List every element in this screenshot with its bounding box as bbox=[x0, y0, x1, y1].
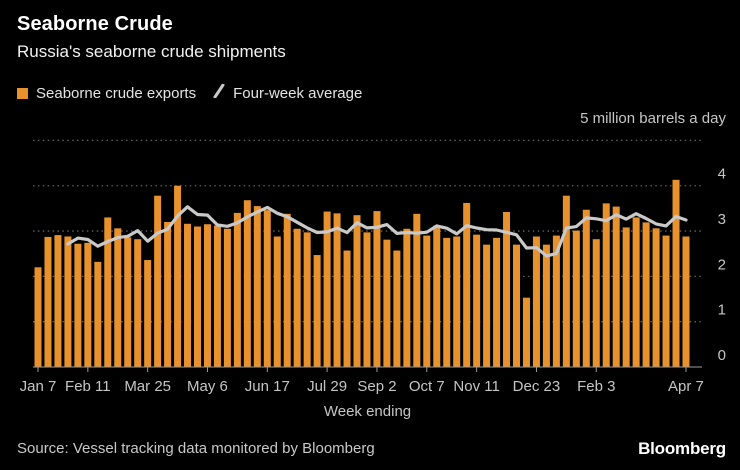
bar bbox=[582, 209, 590, 367]
bar bbox=[433, 225, 441, 367]
four-week-average-line bbox=[66, 205, 688, 258]
bar bbox=[413, 213, 421, 367]
bar bbox=[503, 212, 511, 367]
x-tick-label: Dec 23 bbox=[513, 378, 561, 395]
bar bbox=[164, 221, 172, 367]
y-tick-label: 3 bbox=[718, 211, 726, 228]
x-tick-label: Feb 11 bbox=[65, 378, 111, 395]
bar bbox=[104, 217, 112, 367]
bar bbox=[453, 236, 461, 367]
legend: Seaborne crude exports Four-week average bbox=[17, 83, 363, 102]
bar bbox=[263, 210, 271, 367]
bar bbox=[513, 244, 521, 367]
x-tick-label: Jun 17 bbox=[245, 378, 290, 395]
bar bbox=[243, 200, 251, 367]
bar bbox=[253, 206, 261, 367]
bar bbox=[393, 250, 401, 367]
x-tick-label: Nov 11 bbox=[453, 378, 499, 395]
bar bbox=[124, 237, 132, 367]
bar bbox=[463, 202, 471, 367]
bar bbox=[213, 225, 221, 367]
bar bbox=[313, 255, 321, 367]
bar bbox=[562, 195, 570, 367]
bar bbox=[34, 267, 42, 367]
bar bbox=[383, 239, 391, 367]
bar bbox=[473, 234, 481, 367]
x-tick-label: Jan 7 bbox=[20, 378, 57, 395]
x-tick-label: May 6 bbox=[187, 378, 228, 395]
chart-subtitle: Russia's seaborne crude shipments bbox=[17, 42, 286, 61]
bar bbox=[144, 260, 152, 367]
bar bbox=[572, 230, 580, 367]
bar bbox=[273, 236, 281, 367]
y-axis-unit-label: 5 million barrels a day bbox=[580, 110, 726, 127]
bar bbox=[522, 297, 530, 367]
bar bbox=[592, 239, 600, 367]
bar-swatch-icon bbox=[17, 87, 28, 99]
x-tick-label: Jul 29 bbox=[307, 378, 347, 395]
bar bbox=[443, 237, 451, 367]
legend-label-exports: Seaborne crude exports bbox=[36, 84, 197, 102]
bar bbox=[74, 243, 82, 367]
x-axis-title: Week ending bbox=[323, 403, 412, 420]
bar bbox=[283, 213, 291, 367]
bar bbox=[642, 222, 650, 367]
x-tick-label: Sep 2 bbox=[357, 378, 396, 395]
bar bbox=[493, 237, 501, 367]
x-tick-label: Oct 7 bbox=[409, 378, 445, 395]
legend-item-exports: Seaborne crude exports bbox=[17, 85, 196, 102]
bar bbox=[662, 235, 670, 367]
bloomberg-logo: Bloomberg bbox=[638, 439, 726, 458]
bar bbox=[343, 250, 351, 367]
bar bbox=[363, 232, 371, 367]
bar bbox=[423, 235, 431, 367]
bar bbox=[483, 244, 491, 367]
bar bbox=[552, 235, 560, 367]
bar bbox=[652, 228, 660, 367]
bar bbox=[134, 239, 142, 367]
bar bbox=[622, 227, 630, 367]
x-tick-label: Apr 7 bbox=[668, 378, 704, 395]
bar bbox=[532, 236, 540, 367]
bar bbox=[64, 236, 72, 367]
x-tick-label: Feb 3 bbox=[577, 378, 615, 395]
bar bbox=[602, 203, 610, 367]
legend-item-average: Four-week average bbox=[212, 83, 363, 102]
bar bbox=[682, 236, 690, 367]
bar bbox=[353, 215, 361, 367]
y-tick-label: 1 bbox=[718, 302, 726, 319]
bar bbox=[672, 179, 680, 367]
bar bbox=[612, 206, 620, 367]
y-tick-label: 0 bbox=[718, 347, 726, 364]
bar bbox=[114, 228, 122, 367]
bar bbox=[323, 211, 331, 367]
bar bbox=[333, 213, 341, 367]
bar bbox=[174, 185, 182, 367]
bar bbox=[223, 228, 231, 367]
bar bbox=[403, 228, 411, 367]
y-tick-label: 4 bbox=[718, 166, 726, 183]
source-note: Source: Vessel tracking data monitored b… bbox=[17, 440, 375, 457]
bar bbox=[194, 226, 201, 367]
bar bbox=[632, 217, 640, 367]
bar bbox=[184, 223, 192, 367]
y-tick-label: 2 bbox=[718, 256, 726, 273]
bar bbox=[44, 236, 52, 367]
bar bbox=[303, 232, 311, 367]
bar bbox=[203, 224, 211, 367]
bar bbox=[94, 261, 102, 367]
x-tick-label: Mar 25 bbox=[124, 378, 171, 395]
bar bbox=[233, 212, 241, 367]
legend-label-average: Four-week average bbox=[233, 84, 363, 102]
bar bbox=[54, 235, 62, 367]
bar bbox=[154, 195, 162, 367]
bar bbox=[542, 244, 550, 367]
chart-title: Seaborne Crude bbox=[17, 13, 173, 35]
line-slash-icon bbox=[212, 83, 226, 102]
bar bbox=[293, 228, 301, 367]
bar bbox=[84, 242, 92, 367]
bar bbox=[373, 211, 381, 367]
